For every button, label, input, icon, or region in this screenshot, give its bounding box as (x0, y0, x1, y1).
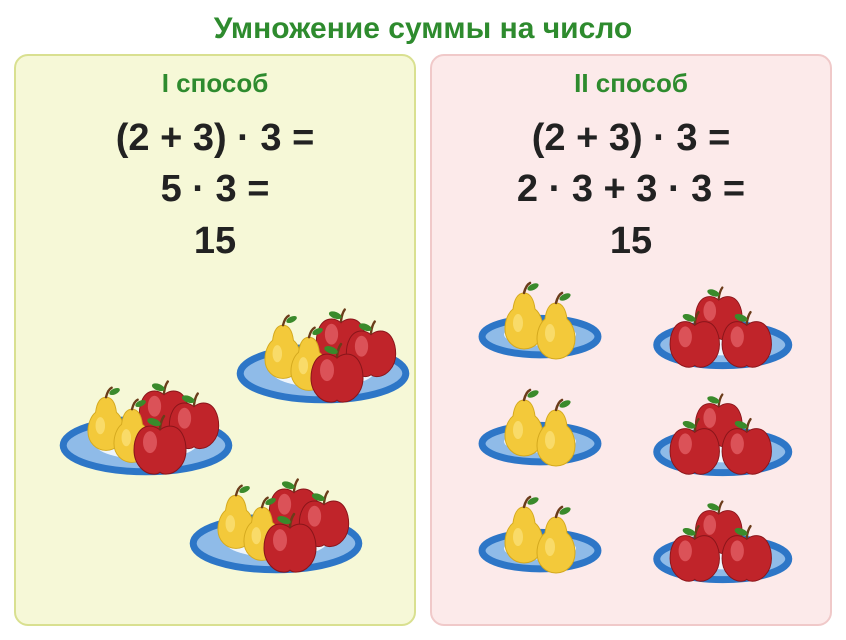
panel-method-1: I способ (2 + 3) · 3 =5 · 3 =15 (14, 54, 416, 626)
fruit-plate-apples (651, 384, 795, 483)
illustration-method-2 (444, 277, 818, 591)
illustration-method-1 (28, 277, 402, 577)
subtitle-method-1: I способ (28, 68, 402, 99)
panels-container: I способ (2 + 3) · 3 =5 · 3 =15 (0, 54, 846, 626)
subtitle-method-2: II способ (444, 68, 818, 99)
fruit-plate-pears (477, 277, 603, 376)
main-title: Умножение суммы на число (0, 0, 846, 54)
equations-method-1: (2 + 3) · 3 =5 · 3 =15 (28, 113, 402, 267)
fruit-plate-mixed (233, 287, 413, 412)
fruit-plate-apples (651, 491, 795, 590)
fruit-plate-pears (477, 384, 603, 483)
fruit-plate-pears (477, 491, 603, 590)
panel-method-2: II способ (2 + 3) · 3 =2 · 3 + 3 · 3 =15 (430, 54, 832, 626)
equations-method-2: (2 + 3) · 3 =2 · 3 + 3 · 3 =15 (444, 113, 818, 267)
fruit-plate-apples (651, 277, 795, 376)
fruit-plate-mixed (186, 457, 366, 582)
